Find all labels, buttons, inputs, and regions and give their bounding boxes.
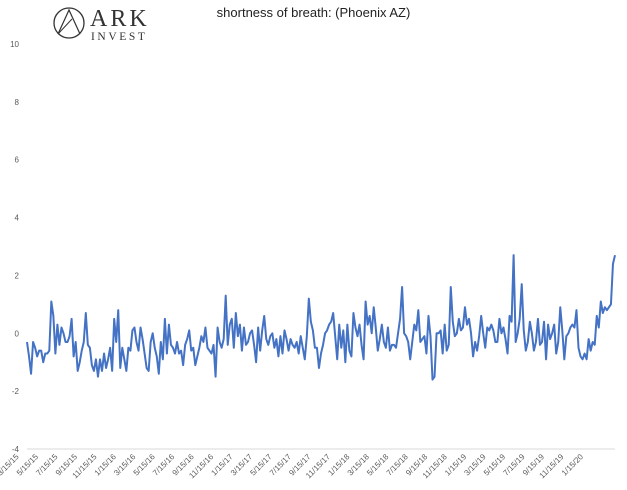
y-tick-label: 2 — [15, 271, 20, 280]
y-tick-label: 10 — [10, 40, 19, 49]
y-tick-label: 0 — [15, 329, 20, 338]
series-line — [26, 254, 616, 381]
chart-title: shortness of breath: (Phoenix AZ) — [216, 5, 411, 20]
logo-name: ARK — [90, 6, 150, 32]
logo-subtitle: INVEST — [91, 31, 148, 43]
ark-logo-icon — [53, 7, 85, 39]
y-tick-label: 6 — [15, 156, 20, 165]
y-tick-label: 4 — [15, 214, 20, 223]
y-tick-label: -4 — [12, 445, 20, 454]
y-tick-label: -2 — [12, 387, 20, 396]
y-tick-label: 8 — [15, 98, 20, 107]
x-tick-label: 1/15/20 — [560, 452, 586, 478]
ark-logo: ARK INVEST — [52, 6, 152, 43]
